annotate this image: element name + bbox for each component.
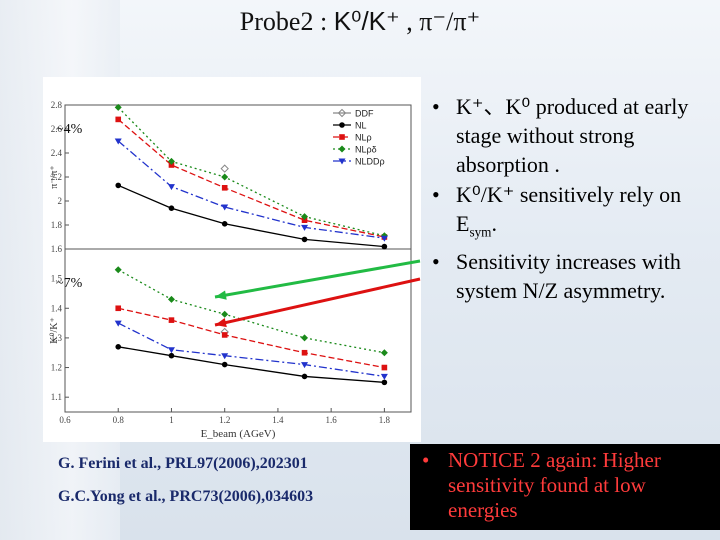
title-formula-2: π⁻/π⁺	[419, 7, 481, 36]
data-point-bottom	[114, 320, 122, 327]
legend-marker	[338, 145, 346, 153]
data-point-top	[168, 162, 175, 168]
legend-label: NL	[355, 121, 367, 131]
bullet-3: Sensitivity increases with system N/Z as…	[428, 247, 718, 305]
bullet-1: K⁺、K⁰ produced at early stage without st…	[428, 92, 718, 179]
data-point-bottom	[115, 305, 122, 312]
data-point-top	[167, 184, 175, 191]
green-arrow-head	[215, 290, 227, 300]
title-separator: ,	[399, 7, 420, 36]
bullet-2-sub: sym	[469, 224, 492, 240]
data-point-bottom	[221, 353, 229, 360]
red-arrow-head	[215, 318, 227, 328]
data-point-top	[221, 173, 229, 181]
data-point-top	[167, 157, 175, 165]
y-tick-label-top: 2.4	[51, 148, 63, 158]
legend-marker	[337, 108, 347, 118]
green-arrow-shaft	[214, 259, 421, 299]
bullet-2-text: K⁰/K⁺ sensitively rely on E	[456, 182, 682, 236]
data-point-bottom	[380, 349, 388, 357]
x-tick-label: 1.4	[272, 415, 284, 425]
x-tick-label: 1	[169, 415, 174, 425]
bullet-list: K⁺、K⁰ produced at early stage without st…	[428, 92, 718, 306]
notice-box: NOTICE 2 again: Higher sensitivity found…	[410, 444, 720, 530]
data-point-bottom	[301, 373, 308, 380]
y-axis-label-bottom: K⁰/K⁺	[49, 317, 60, 344]
data-point-bottom	[115, 344, 122, 350]
bullet-2-end: .	[491, 211, 497, 236]
data-point-top	[221, 185, 228, 191]
legend-label: NLρδ	[355, 145, 377, 155]
data-point-top	[380, 235, 388, 242]
data-point-bottom	[168, 317, 175, 323]
x-tick-label: 1.8	[379, 415, 391, 425]
y-tick-label-bottom: 1.2	[51, 363, 62, 373]
legend-label: NLρ	[355, 133, 372, 143]
data-point-bottom	[167, 347, 175, 354]
data-point-bottom	[168, 352, 175, 359]
data-point-top	[301, 224, 309, 231]
data-point-top	[221, 204, 229, 211]
data-point-bottom	[301, 334, 309, 342]
x-axis-label: E_beam (AGeV)	[201, 428, 276, 440]
data-point-top	[301, 236, 308, 243]
notice-text: NOTICE 2 again: Higher sensitivity found…	[410, 444, 720, 523]
y-tick-label-bottom: 1.1	[51, 392, 62, 402]
title-formula: K⁰/K⁺	[333, 6, 400, 36]
data-point-top	[114, 138, 122, 145]
chart-figure: 1.6 1.8 2 2.2 2.4 2.6 2.8 1.1 1.2 1.3 1.4 1.5 0.6 0.8…	[43, 77, 421, 442]
title-prefix: Probe2 :	[239, 7, 334, 36]
slide-title: Probe2 : K⁰/K⁺ , π⁻/π⁺	[0, 6, 720, 37]
data-point-top	[114, 103, 122, 111]
x-tick-label: 0.8	[113, 415, 125, 425]
legend-marker	[339, 134, 345, 140]
data-point-top	[115, 182, 122, 189]
data-point-bottom	[221, 332, 228, 338]
annotation-top-percent: ~4%	[56, 122, 83, 137]
series-line-top	[117, 184, 385, 248]
x-tick-label: 1.2	[219, 415, 230, 425]
data-point-bottom	[381, 379, 388, 386]
series-line-bottom	[118, 346, 385, 384]
y-tick-label-top: 2.2	[51, 172, 62, 182]
x-tick-label: 1.6	[326, 415, 338, 425]
data-point-top	[301, 217, 308, 223]
y-tick-label-bottom: 1.3	[51, 333, 63, 343]
data-point-bottom	[380, 373, 388, 380]
reference-2: G.C.Yong et al., PRC73(2006),034603	[58, 488, 314, 505]
data-point-bottom	[114, 266, 122, 274]
series-line-top	[117, 106, 385, 237]
data-point-bottom	[221, 310, 229, 318]
reference-1: G. Ferini et al., PRL97(2006),202301	[58, 455, 308, 472]
data-point-bottom	[301, 362, 309, 369]
legend-label: NLDDρ	[355, 157, 385, 167]
annotation-bottom-percent: ~7%	[56, 276, 83, 291]
y-tick-label-bottom: 1.5	[51, 274, 63, 284]
bullet-2: K⁰/K⁺ sensitively rely on Esym.	[428, 180, 718, 246]
legend-label: DDF	[355, 109, 374, 119]
data-point-top	[221, 221, 228, 227]
legend-marker	[338, 158, 346, 165]
data-point-top	[220, 164, 229, 173]
data-point-bottom	[301, 349, 308, 356]
y-tick-label-top: 2	[58, 196, 63, 206]
plot-frame	[64, 104, 412, 413]
data-point-top	[115, 116, 122, 123]
data-point-top	[301, 213, 309, 221]
series-line-top	[117, 140, 385, 239]
data-point-bottom	[221, 361, 228, 368]
y-tick-label-bottom: 1.4	[51, 303, 63, 313]
y-tick-label-top: 2.6	[51, 124, 63, 134]
y-tick-label-top: 2.8	[51, 100, 63, 110]
data-point-bottom	[381, 364, 388, 371]
data-point-top	[381, 243, 388, 250]
red-arrow-shaft	[214, 277, 421, 327]
y-axis-label-top: π⁻/π⁺	[49, 165, 60, 188]
x-tick-label: 0.6	[59, 415, 71, 425]
y-tick-label-top: 1.6	[51, 244, 63, 254]
legend-marker	[339, 122, 345, 128]
data-point-top	[168, 205, 175, 211]
data-point-bottom	[167, 295, 175, 303]
y-tick-label-top: 1.8	[51, 220, 63, 230]
